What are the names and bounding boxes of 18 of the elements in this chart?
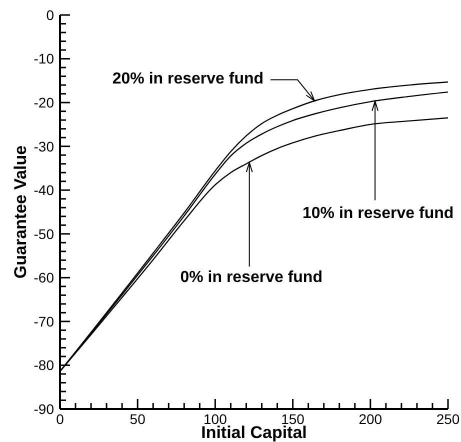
y-axis-title: Guarantee Value <box>11 145 30 279</box>
x-tick-label: 0 <box>56 410 64 427</box>
y-tick-label: -80 <box>34 357 54 374</box>
x-tick-label: 50 <box>130 410 146 427</box>
y-tick-label: -30 <box>34 138 54 154</box>
y-tick-label: -20 <box>34 94 54 111</box>
y-tick-label: -60 <box>34 270 54 286</box>
x-tick-label: 250 <box>436 410 460 427</box>
y-tick-label: -70 <box>34 313 54 330</box>
y-tick-label: -50 <box>34 226 54 242</box>
y-tick-label: -40 <box>34 182 54 198</box>
annotation: 20% in reserve fund <box>112 70 264 88</box>
annotation: 0% in reserve fund <box>180 269 322 286</box>
y-tick-label: -90 <box>34 400 54 417</box>
y-tick-label: -10 <box>34 50 54 67</box>
x-tick-label: 200 <box>358 410 382 427</box>
y-tick-label: 0 <box>46 6 54 23</box>
annotation: 10% in reserve fund <box>302 204 454 222</box>
